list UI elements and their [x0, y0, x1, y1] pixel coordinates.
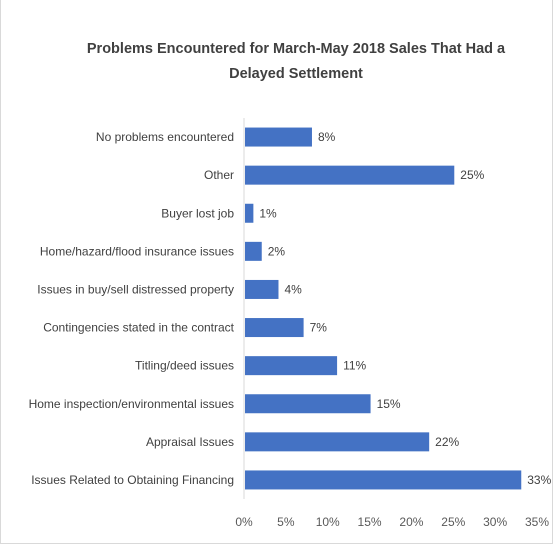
bar [245, 394, 371, 414]
x-tick-label: 0% [235, 515, 253, 529]
chart-title-line-1: Problems Encountered for March-May 2018 … [87, 41, 506, 57]
data-label: 2% [268, 244, 286, 258]
category-label: Titling/deed issues [135, 359, 234, 373]
plot-area: No problems encountered 8% Other 25% Buyer l… [29, 118, 552, 529]
bar [245, 470, 522, 490]
bar [245, 279, 279, 299]
data-label: 1% [259, 206, 277, 220]
x-tick-label: 35% [525, 515, 549, 529]
x-tick-label: 10% [316, 515, 340, 529]
data-label: 15% [377, 397, 401, 411]
bar [245, 318, 304, 338]
x-tick-label: 5% [277, 515, 295, 529]
bar [245, 165, 455, 185]
category-label: Appraisal Issues [146, 435, 234, 449]
x-tick-label: 15% [358, 515, 382, 529]
data-label: 25% [460, 168, 484, 182]
category-label: Buyer lost job [161, 206, 234, 220]
category-label: Issues Related to Obtaining Financing [31, 473, 234, 487]
data-label: 7% [310, 321, 328, 335]
x-tick-label: 25% [441, 515, 465, 529]
bar [245, 356, 338, 376]
bar [245, 127, 312, 147]
x-tick-label: 20% [399, 515, 423, 529]
data-label: 11% [343, 359, 366, 373]
category-label: Home/hazard/flood insurance issues [40, 244, 234, 258]
category-label: Contingencies stated in the contract [43, 321, 234, 335]
category-label: Issues in buy/sell distressed property [37, 282, 234, 296]
bar [245, 241, 262, 261]
chart-title-line-2: Delayed Settlement [229, 66, 363, 82]
data-label: 4% [284, 282, 302, 296]
data-label: 22% [435, 435, 459, 449]
data-label: 8% [318, 130, 336, 144]
data-label: 33% [527, 473, 551, 487]
bar [245, 203, 254, 223]
category-label: Home inspection/environmental issues [29, 397, 234, 411]
bar [245, 432, 430, 452]
category-label: Other [204, 168, 234, 182]
x-tick-label: 30% [483, 515, 507, 529]
category-label: No problems encountered [96, 130, 234, 144]
